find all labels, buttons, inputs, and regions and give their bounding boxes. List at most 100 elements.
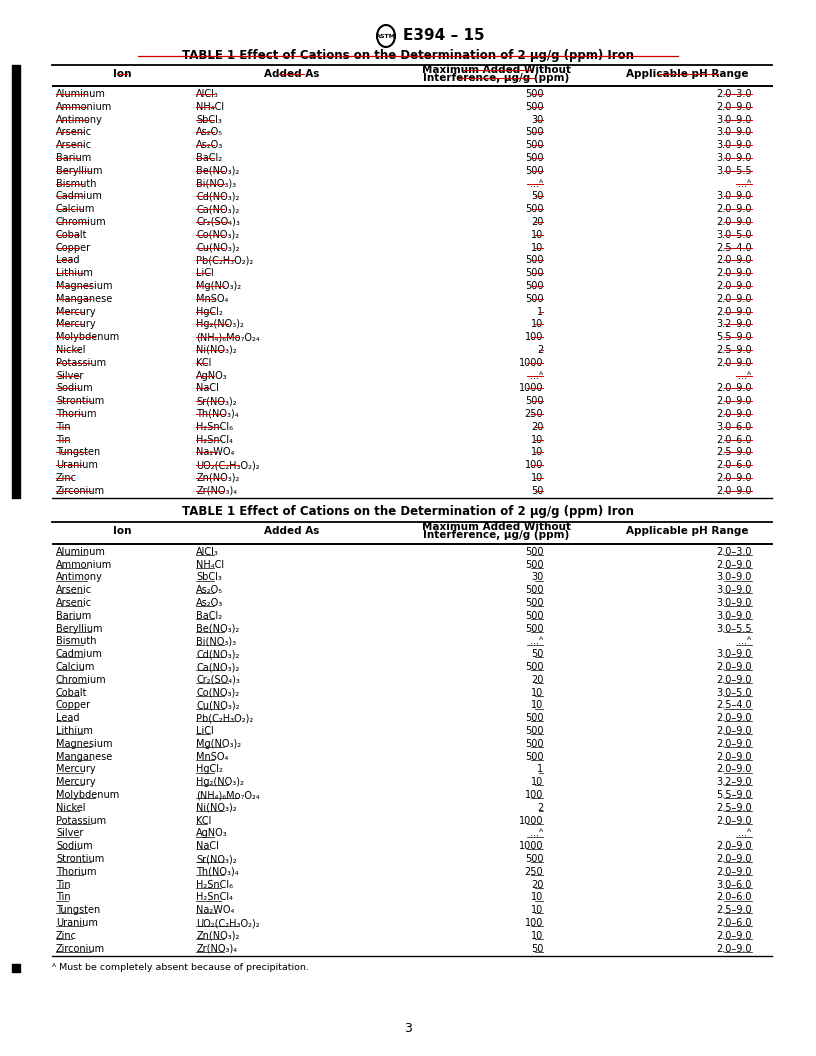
Text: As₂O₅: As₂O₅	[197, 585, 224, 596]
Text: Tungsten: Tungsten	[56, 448, 100, 457]
Text: 30: 30	[531, 114, 543, 125]
Text: 500: 500	[525, 727, 543, 736]
Text: 2.0–9.0: 2.0–9.0	[716, 409, 752, 419]
Text: 500: 500	[525, 294, 543, 304]
Text: Cobalt: Cobalt	[56, 230, 87, 240]
Text: 3.0–6.0: 3.0–6.0	[716, 421, 752, 432]
Text: ...ᴬ: ...ᴬ	[738, 829, 752, 838]
Text: 500: 500	[525, 256, 543, 265]
Text: 2.0–9.0: 2.0–9.0	[716, 765, 752, 774]
Text: 3.0–5.0: 3.0–5.0	[716, 230, 752, 240]
Text: ...ᴬ: ...ᴬ	[530, 371, 543, 380]
Text: Cr₂(SO₄)₃: Cr₂(SO₄)₃	[197, 216, 240, 227]
Text: H₂SnCl₄: H₂SnCl₄	[197, 434, 233, 445]
Text: 3.0–9.0: 3.0–9.0	[716, 128, 752, 137]
Text: 3.2–9.0: 3.2–9.0	[716, 777, 752, 787]
Text: Tin: Tin	[56, 892, 71, 903]
Text: 1000: 1000	[519, 383, 543, 393]
Text: 500: 500	[525, 610, 543, 621]
Text: 2.0–3.0: 2.0–3.0	[716, 89, 752, 99]
Text: Zinc: Zinc	[56, 473, 77, 483]
Text: 10: 10	[531, 448, 543, 457]
Text: Nickel: Nickel	[56, 803, 86, 813]
Text: 2.5–4.0: 2.5–4.0	[716, 243, 752, 252]
Text: Antimony: Antimony	[56, 114, 103, 125]
Text: Magnesium: Magnesium	[56, 739, 113, 749]
Text: 500: 500	[525, 547, 543, 557]
Text: ...ᴬ: ...ᴬ	[530, 829, 543, 838]
Text: 2: 2	[537, 803, 543, 813]
Text: Thorium: Thorium	[56, 867, 96, 876]
Text: Cu(NO₃)₂: Cu(NO₃)₂	[197, 700, 240, 711]
Text: 2.0–9.0: 2.0–9.0	[716, 752, 752, 761]
Text: 3.0–5.5: 3.0–5.5	[716, 624, 752, 634]
Text: 10: 10	[531, 243, 543, 252]
Text: H₂SnCl₆: H₂SnCl₆	[197, 421, 233, 432]
Text: Be(NO₃)₂: Be(NO₃)₂	[197, 166, 240, 175]
Text: Co(NO₃)₂: Co(NO₃)₂	[197, 687, 240, 698]
Text: 2.5–9.0: 2.5–9.0	[716, 905, 752, 916]
Text: 2.0–9.0: 2.0–9.0	[716, 396, 752, 407]
Text: 2.0–9.0: 2.0–9.0	[716, 867, 752, 876]
Text: 2.5–9.0: 2.5–9.0	[716, 803, 752, 813]
Text: 2.0–9.0: 2.0–9.0	[716, 930, 752, 941]
Text: ...ᴬ: ...ᴬ	[738, 178, 752, 189]
Text: 2.0–3.0: 2.0–3.0	[716, 547, 752, 557]
Text: Cd(NO₃)₂: Cd(NO₃)₂	[197, 191, 240, 202]
Text: 5.5–9.0: 5.5–9.0	[716, 333, 752, 342]
Text: SbCl₃: SbCl₃	[197, 114, 222, 125]
Text: Mercury: Mercury	[56, 319, 95, 329]
Text: Cu(NO₃)₂: Cu(NO₃)₂	[197, 243, 240, 252]
Text: AlCl₃: AlCl₃	[197, 89, 220, 99]
Text: 3.0–5.5: 3.0–5.5	[716, 166, 752, 175]
Text: Mg(NO₃)₂: Mg(NO₃)₂	[197, 281, 242, 291]
Text: 1000: 1000	[519, 815, 543, 826]
Text: 2.0–6.0: 2.0–6.0	[716, 434, 752, 445]
Text: 1: 1	[537, 765, 543, 774]
Text: Manganese: Manganese	[56, 294, 113, 304]
Text: Lithium: Lithium	[56, 268, 93, 278]
Text: 500: 500	[525, 101, 543, 112]
Text: TABLE 1 Effect of Cations on the Determination of 2 μg/g (ppm) Iron: TABLE 1 Effect of Cations on the Determi…	[182, 506, 634, 518]
Text: 20: 20	[531, 675, 543, 685]
Text: 3: 3	[404, 1021, 412, 1035]
Text: SbCl₃: SbCl₃	[197, 572, 222, 583]
Text: NH₄Cl: NH₄Cl	[197, 560, 224, 569]
Text: Zr(NO₃)₄: Zr(NO₃)₄	[197, 944, 237, 954]
Text: Strontium: Strontium	[56, 396, 104, 407]
Text: 2.0–9.0: 2.0–9.0	[716, 473, 752, 483]
Text: Co(NO₃)₂: Co(NO₃)₂	[197, 230, 240, 240]
Text: 3.0–9.0: 3.0–9.0	[716, 572, 752, 583]
Text: 10: 10	[531, 930, 543, 941]
Text: 500: 500	[525, 624, 543, 634]
Text: ...ᴬ: ...ᴬ	[738, 371, 752, 380]
Text: 500: 500	[525, 166, 543, 175]
Text: Arsenic: Arsenic	[56, 128, 92, 137]
Text: Interference, μg/g (ppm): Interference, μg/g (ppm)	[424, 530, 570, 540]
Text: Pb(C₂H₃O₂)₂: Pb(C₂H₃O₂)₂	[197, 256, 254, 265]
Text: Molybdenum: Molybdenum	[56, 333, 119, 342]
Text: Added As: Added As	[264, 69, 319, 79]
Text: Pb(C₂H₃O₂)₂: Pb(C₂H₃O₂)₂	[197, 713, 254, 723]
Text: 3.0–9.0: 3.0–9.0	[716, 140, 752, 150]
Text: Aluminum: Aluminum	[56, 547, 106, 557]
Text: ᴬ Must be completely absent because of precipitation.: ᴬ Must be completely absent because of p…	[52, 963, 309, 973]
Text: Antimony: Antimony	[56, 572, 103, 583]
Text: 1000: 1000	[519, 842, 543, 851]
Text: 2.0–6.0: 2.0–6.0	[716, 892, 752, 903]
Text: KCl: KCl	[197, 815, 212, 826]
Text: Zr(NO₃)₄: Zr(NO₃)₄	[197, 486, 237, 495]
Text: 10: 10	[531, 700, 543, 711]
Text: 10: 10	[531, 905, 543, 916]
Text: 500: 500	[525, 713, 543, 723]
Text: 500: 500	[525, 752, 543, 761]
Text: 500: 500	[525, 128, 543, 137]
Text: 500: 500	[525, 140, 543, 150]
Text: 5.5–9.0: 5.5–9.0	[716, 790, 752, 800]
Text: Copper: Copper	[56, 243, 91, 252]
Text: NaCl: NaCl	[197, 383, 220, 393]
Text: 10: 10	[531, 777, 543, 787]
Text: Potassium: Potassium	[56, 815, 106, 826]
Text: Applicable pH Range: Applicable pH Range	[626, 69, 748, 79]
Text: Uranium: Uranium	[56, 918, 98, 928]
